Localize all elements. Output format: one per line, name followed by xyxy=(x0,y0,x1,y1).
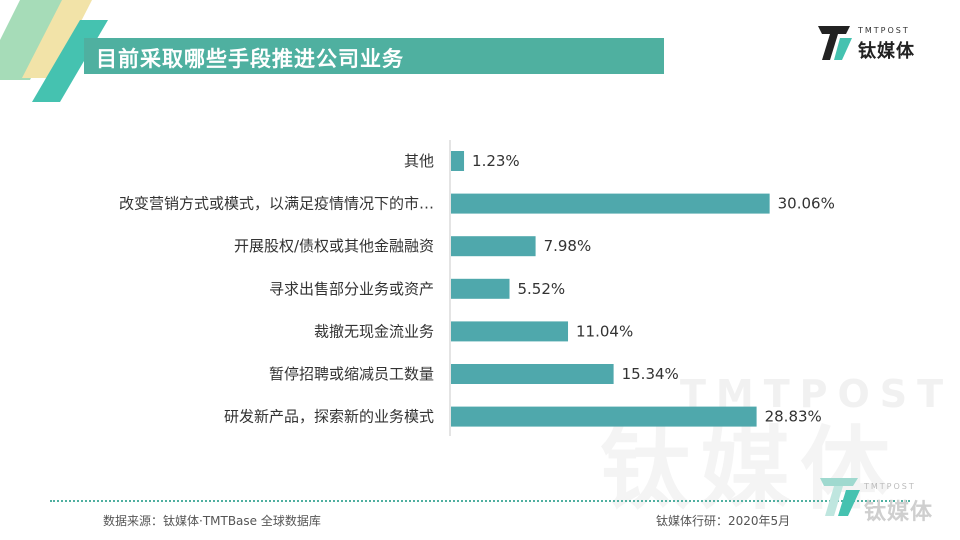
bar xyxy=(451,406,757,427)
value-label: 5.52% xyxy=(518,280,566,298)
bar xyxy=(451,364,614,384)
footer-logo: TMTPOST 钛媒体 xyxy=(818,468,938,528)
category-label: 其他 xyxy=(404,152,434,170)
value-label: 28.83% xyxy=(765,408,822,426)
brand-logo: TMTPOST 钛媒体 xyxy=(816,22,926,68)
value-label: 7.98% xyxy=(544,237,592,255)
footer-logo-icon xyxy=(820,478,860,516)
bar xyxy=(451,151,465,171)
category-label: 开展股权/债权或其他金融融资 xyxy=(234,237,434,255)
logo-text-cn: 钛媒体 xyxy=(858,41,915,62)
value-label: 1.23% xyxy=(472,152,520,170)
bar xyxy=(451,321,569,342)
footer-divider xyxy=(50,500,910,502)
bar xyxy=(451,193,770,214)
footer-logo-text-en: TMTPOST xyxy=(864,482,916,491)
category-label: 改变营销方式或模式，以满足疫情情况下的市… xyxy=(119,195,434,213)
category-label: 暂停招聘或缩减员工数量 xyxy=(269,365,434,383)
tmtpost-logo-icon xyxy=(818,26,852,60)
title-bar: 目前采取哪些手段推进公司业务 xyxy=(84,38,664,74)
publisher-date: 钛媒体行研：2020年5月 xyxy=(656,514,791,528)
bar xyxy=(451,236,536,257)
logo-text-en: TMTPOST xyxy=(858,26,910,35)
value-label: 11.04% xyxy=(576,322,633,340)
value-label: 30.06% xyxy=(778,195,835,213)
bar xyxy=(451,278,510,299)
footer-logo-text-cn: 钛媒体 xyxy=(864,500,934,525)
category-label: 研发新产品，探索新的业务模式 xyxy=(224,408,434,426)
corner-decoration xyxy=(0,0,108,102)
category-label: 寻求出售部分业务或资产 xyxy=(269,280,434,298)
corner-stripe-yellow xyxy=(22,0,92,78)
data-source: 数据来源：钛媒体·TMTBase 全球数据库 xyxy=(103,514,321,528)
page-title: 目前采取哪些手段推进公司业务 xyxy=(96,47,404,71)
value-label: 15.34% xyxy=(622,365,679,383)
watermark-cn: 钛媒体 xyxy=(600,417,900,522)
category-label: 裁撤无现金流业务 xyxy=(314,322,434,340)
